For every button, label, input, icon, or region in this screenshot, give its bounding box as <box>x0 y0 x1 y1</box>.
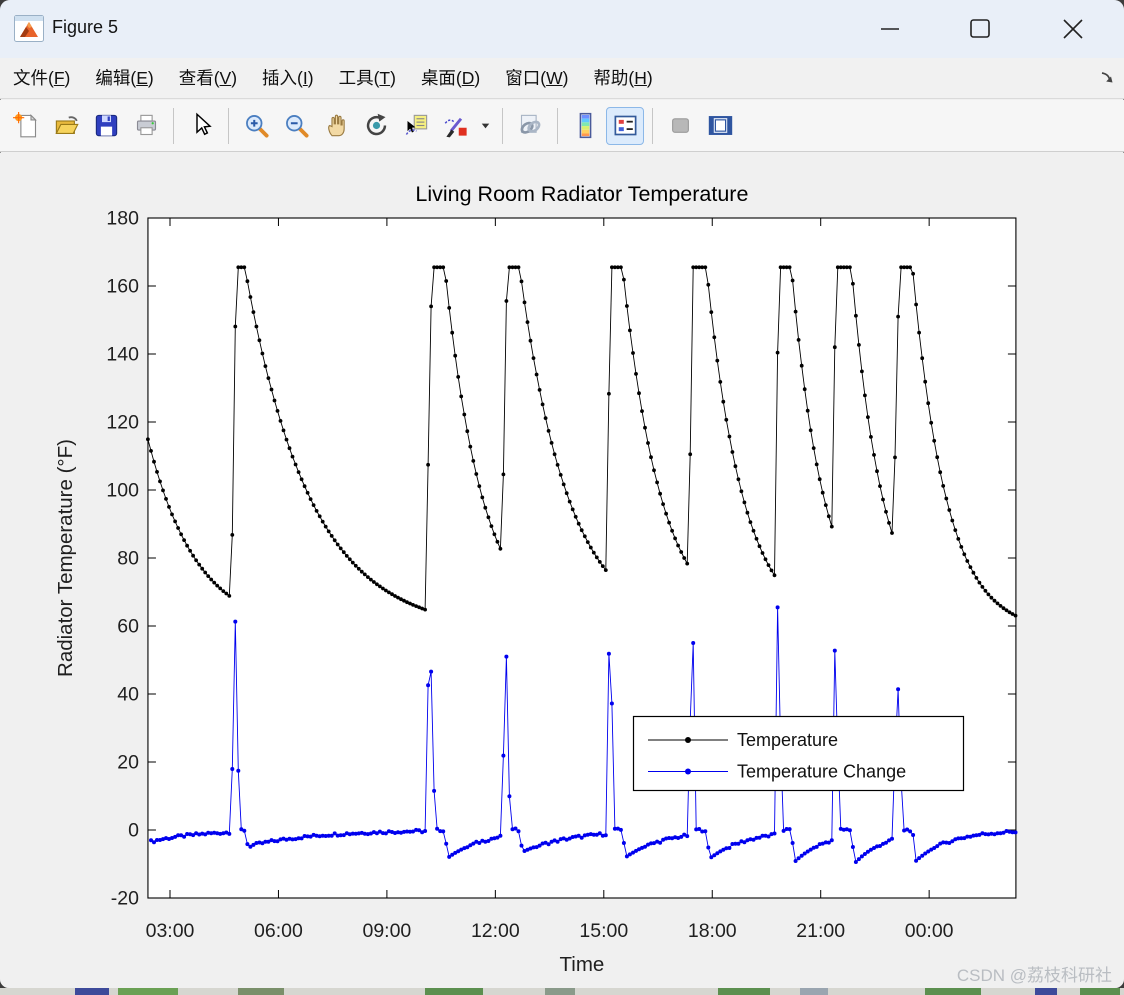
new-figure-button[interactable] <box>7 107 45 145</box>
link-plot-button[interactable] <box>511 107 549 145</box>
open-folder-icon <box>54 116 79 134</box>
menu-item-d[interactable]: 桌面(D) <box>420 68 481 88</box>
toolbar-separator <box>173 107 174 144</box>
x-tick-label: 09:00 <box>362 920 411 942</box>
zoom-out-icon <box>285 115 309 138</box>
watermark: CSDN @荔枝科研社 <box>957 966 1112 985</box>
desktop-sliver <box>0 988 1124 995</box>
y-tick-label: 140 <box>106 344 139 366</box>
chart-canvas: 03:00 06:00 09:00 12:00 15:00 18:00 21:00 00:00… <box>54 182 1112 985</box>
edit-plot-button[interactable] <box>182 107 220 145</box>
minimize-button[interactable] <box>867 8 913 50</box>
plot-box <box>147 217 1017 899</box>
print-figure-button[interactable] <box>127 107 165 145</box>
y-tick-label: 40 <box>117 684 139 706</box>
toolbar <box>0 100 1124 152</box>
zoom-in-icon <box>245 115 269 138</box>
x-axis-label: Time <box>560 953 605 976</box>
save-figure-button[interactable] <box>87 107 125 145</box>
plot-area[interactable] <box>147 218 1016 898</box>
x-tick-label: 15:00 <box>579 920 628 942</box>
close-button[interactable] <box>1050 8 1096 50</box>
colorbar-icon <box>579 112 591 139</box>
menu-item-i[interactable]: 插入(I) <box>262 68 314 88</box>
legend-marker-sample <box>685 737 691 743</box>
printer-icon <box>136 114 156 136</box>
menu-item-h[interactable]: 帮助(H) <box>593 68 653 88</box>
legend-marker-sample <box>685 768 691 775</box>
link-chain-icon <box>520 114 540 134</box>
y-tick-label: 60 <box>117 616 139 638</box>
data-cursor-button[interactable] <box>397 107 435 145</box>
zoom-out-button[interactable] <box>277 107 315 145</box>
menubar: 文件(F) 编辑(E) 查看(V) 插入(I) 工具(T) 桌面(D) 窗口(W) 帮助(H) <box>0 58 1124 99</box>
toolbar-separator <box>228 107 229 144</box>
y-tick-label: 80 <box>117 548 139 570</box>
menu-item-t[interactable]: 工具(T) <box>338 68 396 88</box>
figure-canvas-area: 03:00 06:00 09:00 12:00 15:00 18:00 21:00 00:00… <box>0 153 1124 988</box>
chart-title: Living Room Radiator Temperature <box>415 182 748 206</box>
chevron-down-icon <box>481 123 490 129</box>
brush-data-button[interactable] <box>437 107 475 145</box>
save-floppy-icon <box>95 114 117 137</box>
legend[interactable]: Temperature Temperature Change <box>632 715 965 792</box>
toolbar-separator <box>652 107 653 144</box>
menu-item-v[interactable]: 查看(V) <box>178 68 238 88</box>
titlebar[interactable]: Figure 5 <box>0 0 1124 58</box>
x-tick-label: 21:00 <box>796 920 845 942</box>
legend-entry-label: Temperature Change <box>737 762 906 782</box>
window-title: Figure 5 <box>52 17 119 37</box>
insert-legend-button[interactable] <box>606 106 644 145</box>
hide-plot-tools-button[interactable] <box>661 107 699 145</box>
close-icon <box>1063 19 1083 39</box>
temperature-series <box>146 265 1018 618</box>
new-document-icon <box>12 112 37 138</box>
x-tick-label: 00:00 <box>905 920 954 942</box>
brush-dropdown-button[interactable] <box>477 107 494 145</box>
temperature-change-series <box>149 605 1018 864</box>
show-plot-tools-dock-button[interactable] <box>701 107 739 145</box>
y-tick-label: 20 <box>117 752 139 774</box>
y-tick-label: -20 <box>111 888 139 910</box>
x-tick-label: 03:00 <box>146 920 195 942</box>
y-axis-label: Radiator Temperature (°F) <box>54 439 77 677</box>
menu-item-e[interactable]: 编辑(E) <box>95 68 154 88</box>
minimize-icon <box>881 28 899 30</box>
brush-icon <box>444 117 467 138</box>
x-tick-label: 18:00 <box>688 920 737 942</box>
dock-arrow-icon[interactable] <box>1098 68 1118 88</box>
maximize-button[interactable] <box>957 8 1003 50</box>
open-file-button[interactable] <box>47 107 85 145</box>
matlab-figure-icon <box>14 15 44 42</box>
zoom-in-button[interactable] <box>237 107 275 145</box>
x-tick-label: 06:00 <box>254 920 303 942</box>
toolbar-separator <box>502 107 503 144</box>
hide-plot-tools-icon <box>671 118 689 133</box>
y-tick-label: 0 <box>128 820 139 842</box>
y-tick-label: 160 <box>106 276 139 298</box>
legend-entry-label: Temperature <box>737 730 838 750</box>
y-tick-label: 100 <box>106 480 139 502</box>
y-tick-label: 120 <box>106 412 139 434</box>
legend-icon <box>614 115 636 136</box>
pan-button[interactable] <box>317 107 355 145</box>
rotate-3d-button[interactable] <box>357 107 395 145</box>
y-tick-label: 180 <box>106 208 139 230</box>
dock-figure-icon <box>708 116 732 135</box>
data-cursor-icon <box>405 114 427 135</box>
toolbar-separator <box>557 107 558 144</box>
pan-hand-icon <box>327 114 345 137</box>
edit-plot-arrow-icon <box>195 112 212 136</box>
insert-colorbar-button[interactable] <box>566 107 604 145</box>
maximize-icon <box>970 19 990 38</box>
menu-item-f[interactable]: 文件(F) <box>13 68 71 88</box>
menu-item-w[interactable]: 窗口(W) <box>505 68 569 88</box>
rotate-3d-icon <box>366 113 386 136</box>
x-tick-label: 12:00 <box>471 920 520 942</box>
